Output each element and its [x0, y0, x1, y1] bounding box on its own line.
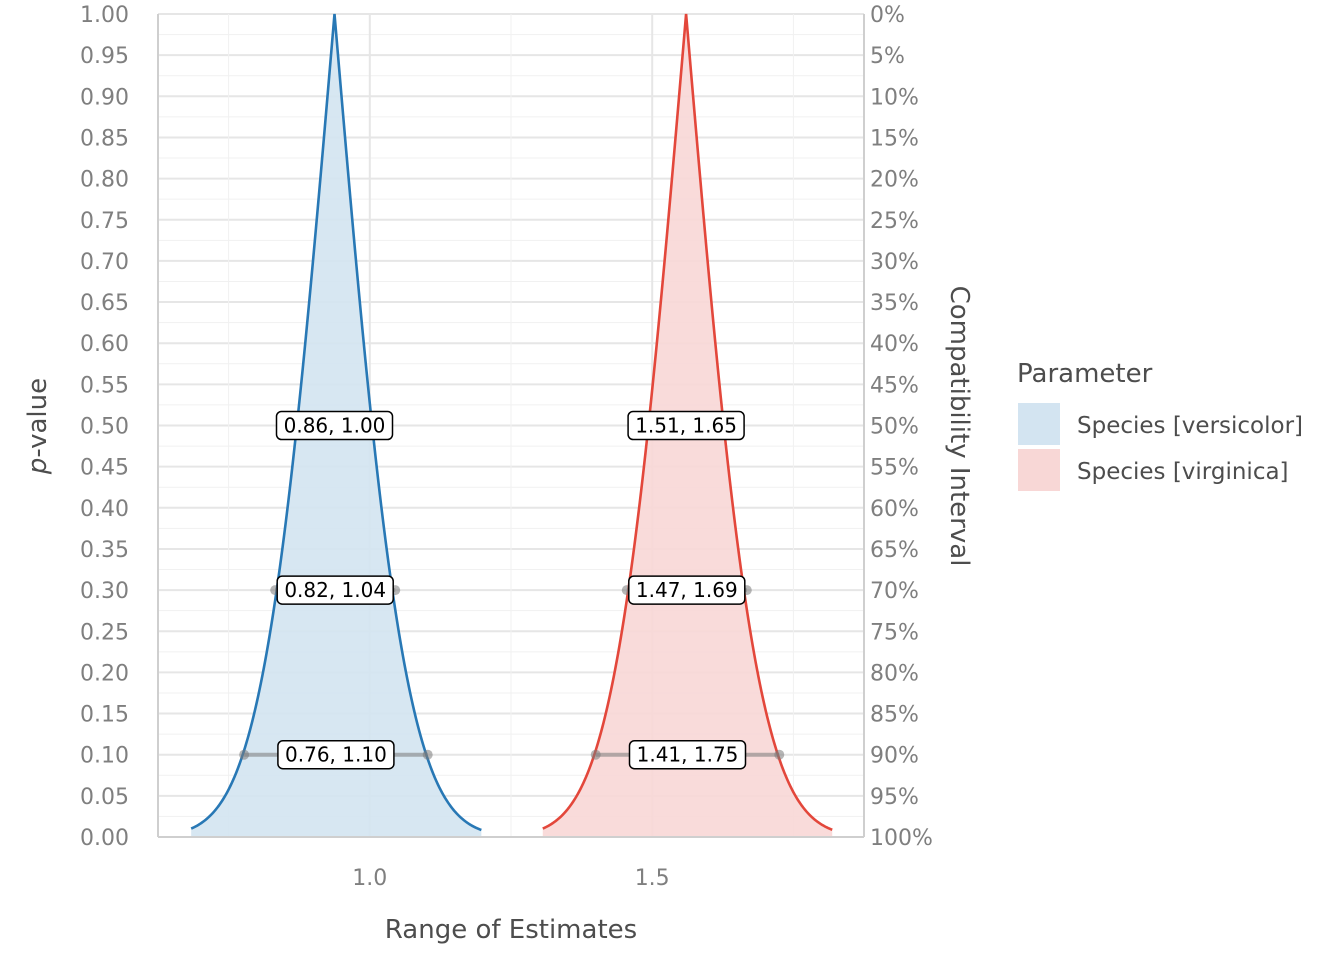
- y2-tick-label: 20%: [870, 168, 919, 193]
- y2-tick-label: 80%: [870, 661, 919, 686]
- y2-tick-label: 75%: [870, 620, 919, 645]
- y2-tick-label: 60%: [870, 497, 919, 522]
- series-1: 1.51, 1.65 1.47, 1.69 1.41, 1.75: [542, 13, 833, 837]
- y-tick-label: 0.30: [80, 579, 129, 604]
- y-tick-label: 0.60: [80, 332, 129, 357]
- legend-key-versicolor: [1018, 403, 1060, 445]
- y2-tick-label: 10%: [870, 85, 919, 110]
- series-curve: [542, 13, 833, 831]
- y2-tick-label: 0%: [870, 3, 905, 28]
- y2-tick-label: 5%: [870, 44, 905, 69]
- interval-label: 1.51, 1.65: [635, 414, 737, 438]
- y-tick-label: 0.35: [80, 538, 129, 563]
- y-tick-label: 0.20: [80, 661, 129, 686]
- x-axis-title: Range of Estimates: [385, 915, 637, 945]
- interval-label-box: [276, 575, 394, 605]
- y2-tick-label: 35%: [870, 291, 919, 316]
- x-tick-labels: 1.0 1.5: [352, 866, 669, 891]
- y-axis-title-prefix: p: [23, 458, 53, 476]
- y2-tick-label: 25%: [870, 209, 919, 234]
- series-0: 0.86, 1.00 0.82, 1.04 0.76, 1.10: [190, 13, 482, 837]
- interval-label-box: [277, 739, 395, 770]
- interval-endpoint: [422, 749, 433, 760]
- y2-tick-label: 65%: [870, 538, 919, 563]
- y2-tick-label: 50%: [870, 415, 919, 440]
- x-tick-label: 1.5: [635, 866, 670, 891]
- y2-axis-title: Compatibility Interval: [944, 286, 974, 567]
- y-axis-title: p-value: [23, 378, 53, 475]
- y2-tick-label: 55%: [870, 456, 919, 481]
- y-tick-label: 1.00: [80, 3, 129, 28]
- interval-label: 0.82, 1.04: [284, 578, 386, 602]
- y2-tick-label: 15%: [870, 126, 919, 151]
- legend-label-versicolor: Species [versicolor]: [1077, 413, 1303, 439]
- y-tick-label: 0.15: [80, 703, 129, 728]
- series-layer: 0.86, 1.00 0.82, 1.04 0.76, 1.10 1.51, 1.65…: [190, 13, 833, 837]
- y-tick-label: 0.05: [80, 785, 129, 810]
- y2-tick-label: 40%: [870, 332, 919, 357]
- y2-tick-label: 30%: [870, 250, 919, 275]
- y-tick-label: 0.25: [80, 620, 129, 645]
- y-axis-title-suffix: -value: [23, 378, 53, 458]
- y-tick-label: 0.00: [80, 826, 129, 851]
- y-tick-label: 0.10: [80, 744, 129, 769]
- y-tick-label: 0.80: [80, 168, 129, 193]
- interval-label-box: [628, 739, 747, 770]
- legend-key-virginica: [1018, 449, 1060, 491]
- y2-tick-label: 90%: [870, 744, 919, 769]
- interval-endpoint: [774, 749, 785, 760]
- y-tick-label: 0.45: [80, 456, 129, 481]
- axes: [157, 14, 865, 838]
- y2-tick-labels: 0% 5% 10% 15% 20% 25% 30% 35% 40% 45% 50% 55% 60% 65%…: [870, 3, 933, 851]
- x-tick-label: 1.0: [352, 866, 387, 891]
- y2-tick-label: 45%: [870, 373, 919, 398]
- interval-label-box: [275, 410, 394, 441]
- y2-tick-label: 70%: [870, 579, 919, 604]
- y-tick-label: 0.85: [80, 126, 129, 151]
- interval-label: 0.76, 1.10: [285, 743, 387, 767]
- y-tick-label: 0.65: [80, 291, 129, 316]
- interval-label: 0.86, 1.00: [284, 414, 386, 438]
- interval-label: 1.41, 1.75: [637, 743, 739, 767]
- y-tick-label: 0.75: [80, 209, 129, 234]
- interval-label: 1.47, 1.69: [636, 578, 738, 602]
- legend: Parameter Species [versicolor] Species […: [1017, 359, 1303, 491]
- legend-label-virginica: Species [virginica]: [1077, 459, 1289, 485]
- y-tick-label: 0.55: [80, 373, 129, 398]
- interval-label-box: [627, 410, 745, 441]
- y2-tick-label: 95%: [870, 785, 919, 810]
- y-tick-label: 0.40: [80, 497, 129, 522]
- y2-tick-label: 85%: [870, 703, 919, 728]
- y-tick-label: 0.50: [80, 415, 129, 440]
- y2-tick-label: 100%: [870, 826, 933, 851]
- y-tick-labels: 1.00 0.95 0.90 0.85 0.80 0.75 0.70 0.65 0.60 0.55…: [80, 3, 129, 851]
- legend-title: Parameter: [1017, 359, 1153, 389]
- y-tick-label: 0.90: [80, 85, 129, 110]
- interval-label-box: [628, 575, 746, 605]
- interval-endpoint: [590, 749, 601, 760]
- interval-endpoint: [239, 749, 250, 760]
- y-tick-label: 0.70: [80, 250, 129, 275]
- series-curve: [190, 13, 482, 832]
- y-tick-label: 0.95: [80, 44, 129, 69]
